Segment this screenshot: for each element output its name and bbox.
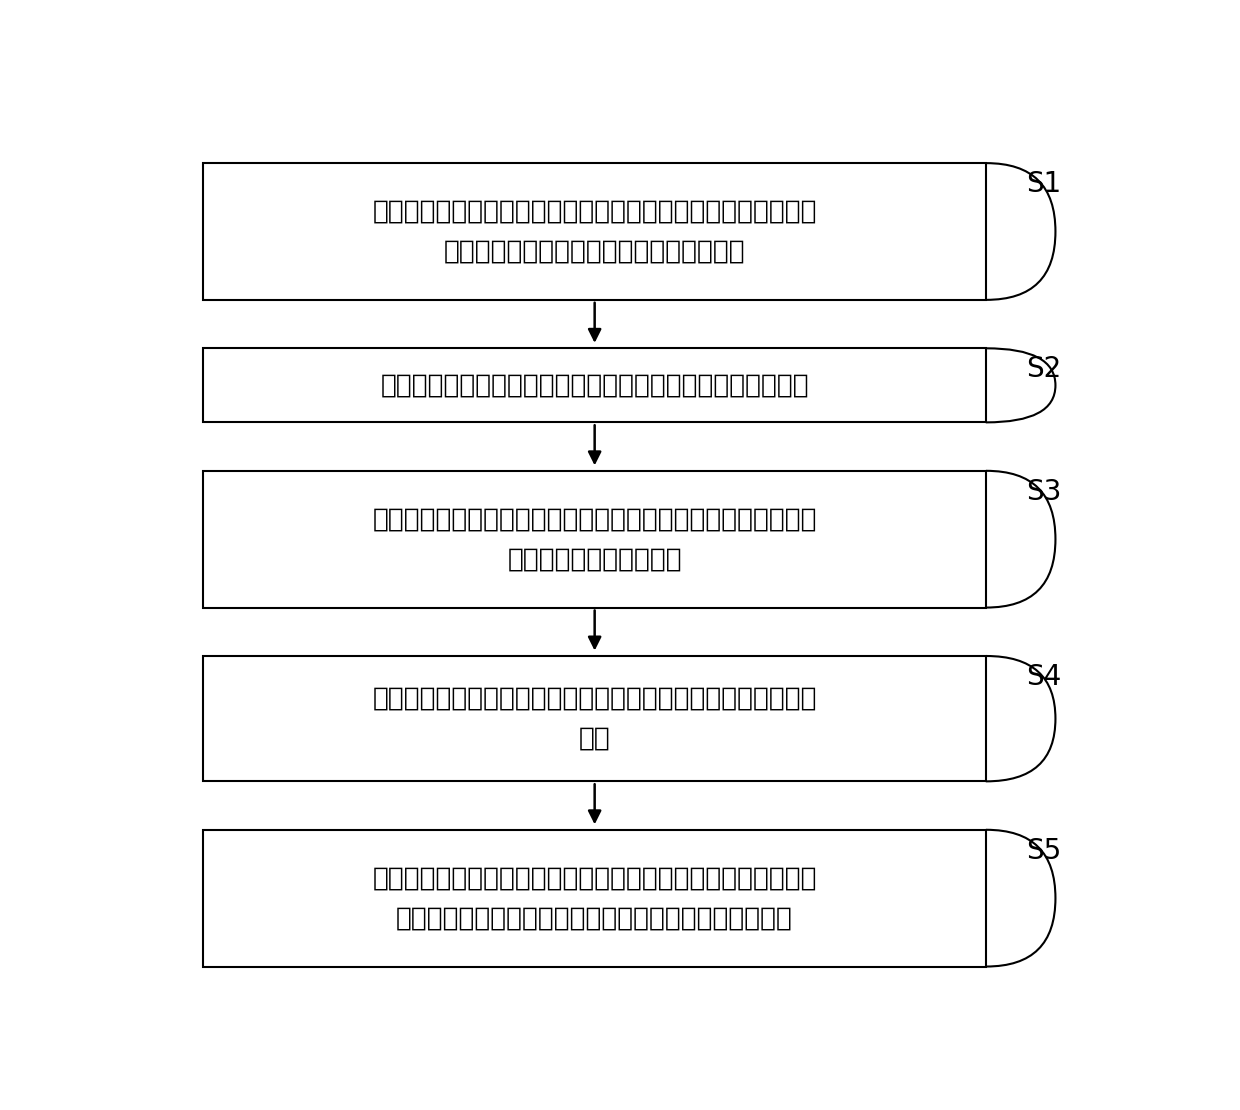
- Text: 获取需要焊接的零件的三维物理模型后，对三维物理模型的底部
至顶部进行切片处理，并获得多个平面模型: 获取需要焊接的零件的三维物理模型后，对三维物理模型的底部 至顶部进行切片处理，并…: [372, 199, 817, 264]
- Text: S4: S4: [1027, 663, 1061, 690]
- Text: 根据各平面模型获取轮廓信息，并根据轮廓信息获取运动曲线: 根据各平面模型获取轮廓信息，并根据轮廓信息获取运动曲线: [381, 372, 808, 398]
- Bar: [203, 163, 986, 300]
- Text: 结合运动曲线和预设方式获取焊枪在运动曲线上的焊点，并根据
焊点获取焊枪的运动路径: 结合运动曲线和预设方式获取焊枪在运动曲线上的焊点，并根据 焊点获取焊枪的运动路径: [372, 506, 817, 572]
- Text: 结合运动路径、焊点与焊枪的姿态参数获取焊枪在各焊点的姿态
信息: 结合运动路径、焊点与焊枪的姿态参数获取焊枪在各焊点的姿态 信息: [372, 686, 817, 751]
- Text: S3: S3: [1027, 477, 1061, 506]
- Text: 依次结合各平面模型的运动路径、焊点和姿态信息控制焊枪进行
焊接，并由底部至顶部获得对应的焊接层，直至焊接结束: 依次结合各平面模型的运动路径、焊点和姿态信息控制焊枪进行 焊接，并由底部至顶部获…: [372, 865, 817, 931]
- Text: S1: S1: [1027, 170, 1061, 198]
- Bar: [203, 830, 986, 967]
- Bar: [203, 471, 986, 607]
- Bar: [203, 656, 986, 781]
- Text: S2: S2: [1027, 355, 1061, 383]
- Bar: [203, 349, 986, 423]
- Text: S5: S5: [1027, 837, 1061, 865]
